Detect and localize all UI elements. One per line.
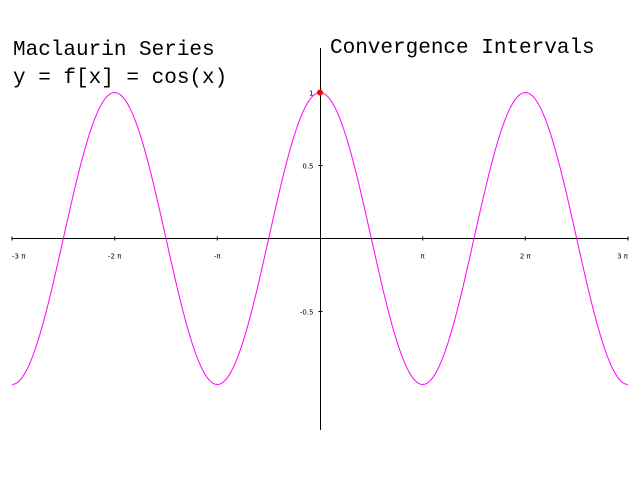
chart-right-title: Convergence Intervals xyxy=(330,37,595,60)
y-tick-label: 0.5 xyxy=(302,163,313,171)
x-tick-label: 2 π xyxy=(520,253,532,261)
y-ticks: 1 0.5 -0.5 xyxy=(300,90,323,317)
point-layer xyxy=(317,89,323,96)
y-tick-label: -0.5 xyxy=(300,309,314,317)
chart-title-line2: y = f[x] = cos(x) xyxy=(13,67,227,90)
y-tick-label: 1 xyxy=(309,90,313,98)
x-tick-label: -π xyxy=(214,253,222,261)
x-tick-label: -2 π xyxy=(108,253,122,261)
chart-title-line1: Maclaurin Series xyxy=(13,39,215,62)
x-tick-label: 3 π xyxy=(617,253,629,261)
expansion-point xyxy=(317,89,323,96)
x-tick-label: π xyxy=(421,253,426,261)
x-tick-label: -3 π xyxy=(12,253,26,261)
x-ticks: -3 π -2 π -π π 2 π 3 π xyxy=(11,236,629,261)
